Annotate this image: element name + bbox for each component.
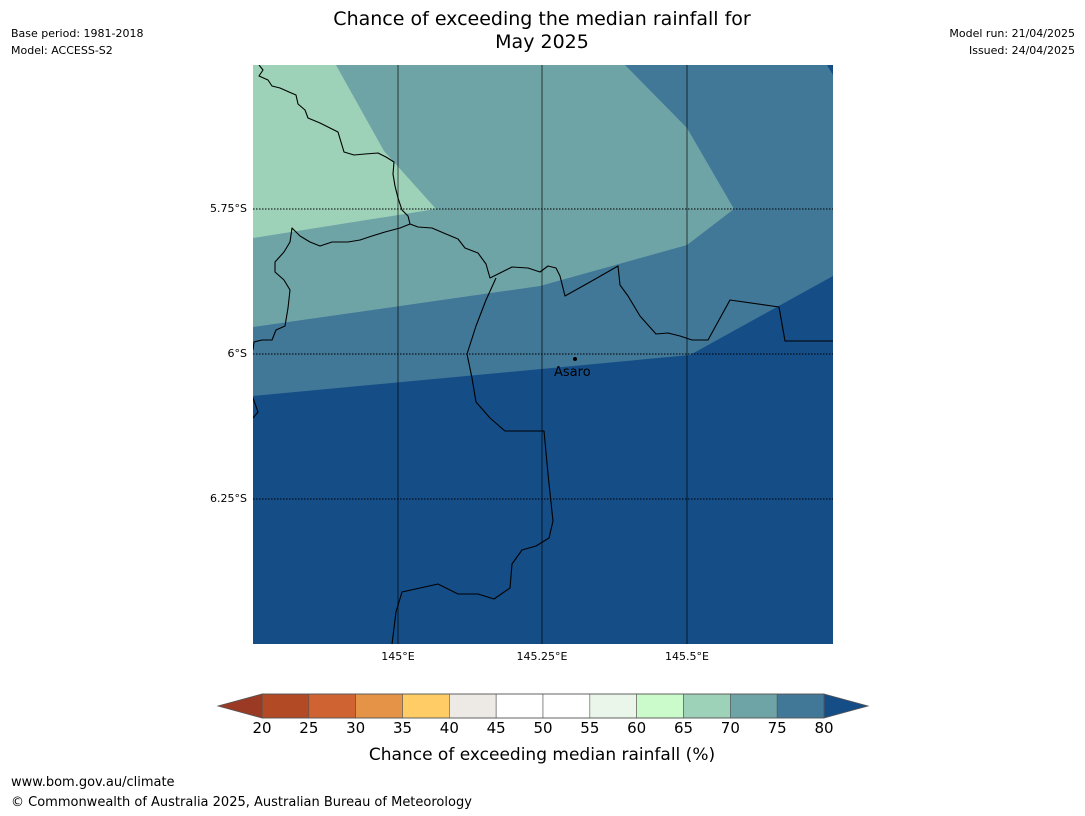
graticule (253, 65, 833, 644)
map-title: Chance of exceeding the median rainfall … (242, 8, 842, 54)
longitude-label-145-25e: 145.25°E (516, 650, 568, 663)
latitude-label-6s: 6°S (227, 347, 247, 360)
forecast-info-left: Base period: 1981-2018 Model: ACCESS-S2 (11, 25, 143, 59)
dot-marker-icon (573, 357, 577, 361)
province-boundary-south (391, 277, 554, 644)
colorbar-label: Chance of exceeding median rainfall (%) (368, 745, 716, 765)
colorbar-tick-label: 25 (299, 719, 319, 737)
colorbar-bin (730, 693, 778, 719)
latitude-label-6-25s: 6.25°S (210, 492, 247, 505)
forecast-info-right: Model run: 21/04/2025 Issued: 24/04/2025 (949, 25, 1075, 59)
colorbar-tick-label: 80 (814, 719, 834, 737)
colorbar-over-extension (823, 693, 870, 719)
province-boundary-edge (253, 397, 259, 419)
bom-website-link[interactable]: www.bom.gov.au/climate (11, 775, 175, 790)
province-boundary-north (258, 65, 833, 342)
colorbar-bin (636, 693, 684, 719)
colorbar-under-extension (216, 693, 263, 719)
colorbar-tick-label: 70 (720, 719, 740, 737)
longitude-label-145e: 145°E (381, 650, 415, 663)
contour-corner-over-80 (827, 65, 833, 75)
longitude-label-145-5e: 145.5°E (665, 650, 709, 663)
colorbar-tick-label: 45 (486, 719, 506, 737)
map-title-line-2: May 2025 (495, 31, 589, 53)
base-period-text: Base period: 1981-2018 (11, 27, 144, 40)
colorbar-tick-label: 20 (252, 719, 272, 737)
province-boundaries (253, 65, 833, 644)
issued-date-text: Issued: 24/04/2025 (968, 44, 1075, 57)
colorbar-bin (495, 693, 544, 719)
place-label-asaro: Asaro (554, 365, 591, 380)
colorbar-bin (308, 693, 356, 719)
colorbar-bin (402, 693, 450, 719)
colorbar-bin (261, 693, 310, 719)
colorbar-bins (261, 693, 825, 719)
contour-70-75 (253, 65, 734, 327)
colorbar-tick-label: 60 (627, 719, 647, 737)
model-text: Model: ACCESS-S2 (11, 44, 113, 57)
colorbar-tick-label: 65 (673, 719, 694, 737)
colorbar-tick-label: 35 (392, 719, 413, 737)
colorbar-bin (589, 693, 637, 719)
colorbar-bin (542, 693, 591, 719)
colorbar-tick-label: 30 (346, 719, 366, 737)
copyright-text: © Commonwealth of Australia 2025, Austra… (11, 795, 472, 810)
colorbar-bin (449, 693, 497, 719)
colorbar-tick-label: 55 (580, 719, 600, 737)
latitude-label-5-75s: 5.75°S (210, 202, 247, 215)
map-title-line-1: Chance of exceeding the median rainfall … (333, 8, 751, 30)
colorbar-outline (261, 693, 825, 719)
model-run-text: Model run: 21/04/2025 (949, 27, 1075, 40)
colorbar-bin (776, 693, 825, 719)
colorbar-bin (355, 693, 403, 719)
colorbar-tick-label: 75 (767, 719, 787, 737)
colorbar-tick-label: 50 (533, 719, 553, 737)
colorbar-tick-label: 40 (439, 719, 459, 737)
contour-65-70 (253, 65, 436, 238)
colorbar-bin (683, 693, 731, 719)
province-boundary-west (253, 223, 411, 351)
